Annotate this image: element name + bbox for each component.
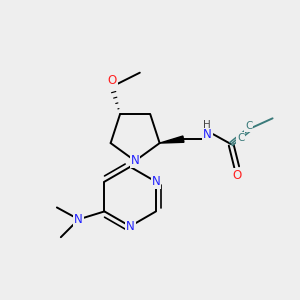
Text: C: C — [245, 121, 253, 131]
Text: N: N — [131, 154, 140, 167]
Text: O: O — [232, 169, 242, 182]
Text: N: N — [126, 220, 135, 233]
Text: N: N — [74, 213, 83, 226]
Text: C: C — [237, 133, 244, 143]
Text: H: H — [203, 120, 211, 130]
Text: O: O — [107, 74, 117, 87]
Polygon shape — [160, 136, 184, 143]
Text: N: N — [152, 175, 160, 188]
Text: N: N — [203, 128, 212, 141]
